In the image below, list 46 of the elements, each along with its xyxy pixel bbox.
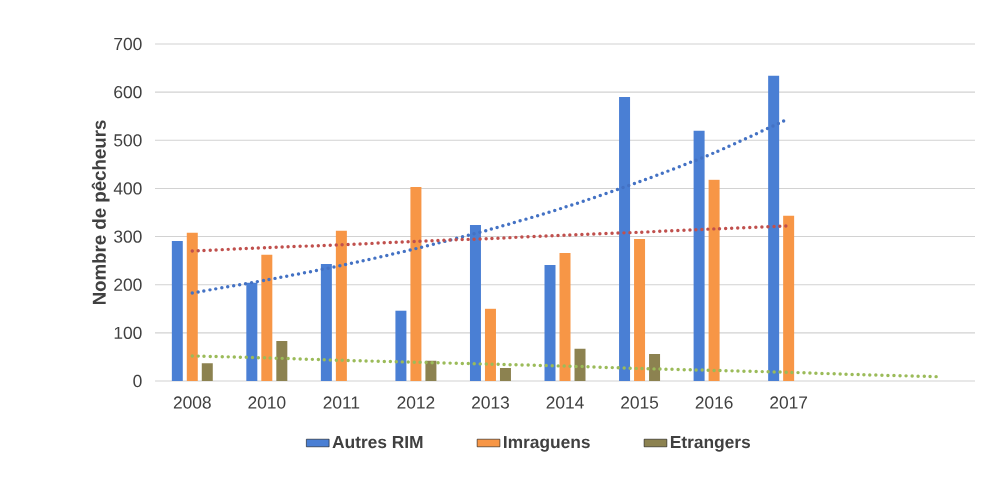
x-tick-label: 2010 — [248, 396, 286, 409]
y-tick-label: 300 — [114, 230, 142, 243]
bar — [708, 179, 720, 381]
y-tick-label: 500 — [114, 134, 142, 147]
x-tick-label: 2014 — [546, 396, 584, 409]
y-tick-label: 600 — [114, 86, 142, 99]
bar — [425, 360, 437, 381]
y-axis-title: Nombre de pêcheurs — [91, 120, 110, 305]
bar — [469, 225, 481, 381]
bar — [574, 348, 586, 381]
bar — [559, 252, 571, 381]
bar — [768, 75, 780, 381]
bar — [410, 186, 422, 381]
x-tick-label: 2012 — [397, 396, 435, 409]
legend-label: Etrangers — [670, 436, 750, 452]
legend-label: Imraguens — [504, 436, 590, 452]
bar — [544, 264, 556, 381]
bar — [619, 96, 631, 381]
bar — [320, 264, 332, 381]
bar — [335, 230, 347, 381]
bar — [499, 368, 511, 381]
bar — [261, 254, 273, 381]
y-tick-label: 100 — [114, 326, 142, 339]
bar — [634, 238, 646, 381]
y-tick-label: 400 — [113, 182, 142, 195]
bar — [201, 363, 213, 381]
bar — [276, 341, 288, 381]
bar — [693, 130, 705, 381]
bar — [186, 232, 198, 381]
x-tick-label: 2008 — [173, 396, 211, 409]
x-tick-label: 2015 — [621, 396, 659, 409]
x-tick-label: 2013 — [472, 396, 509, 409]
legend-label: Autres RIM — [332, 436, 423, 449]
bar — [783, 215, 795, 381]
bar — [246, 282, 258, 381]
bar — [171, 240, 183, 381]
bar — [395, 310, 407, 381]
x-tick-label: 2011 — [323, 396, 360, 409]
y-tick-label: 200 — [114, 278, 142, 291]
x-tick-label: 2016 — [695, 396, 733, 409]
line-series — [190, 354, 940, 379]
bar — [484, 308, 496, 381]
y-tick-label: 0 — [133, 374, 142, 388]
x-tick-label: 2017 — [770, 396, 808, 409]
bar — [649, 354, 661, 381]
y-tick-label: 700 — [114, 37, 142, 51]
